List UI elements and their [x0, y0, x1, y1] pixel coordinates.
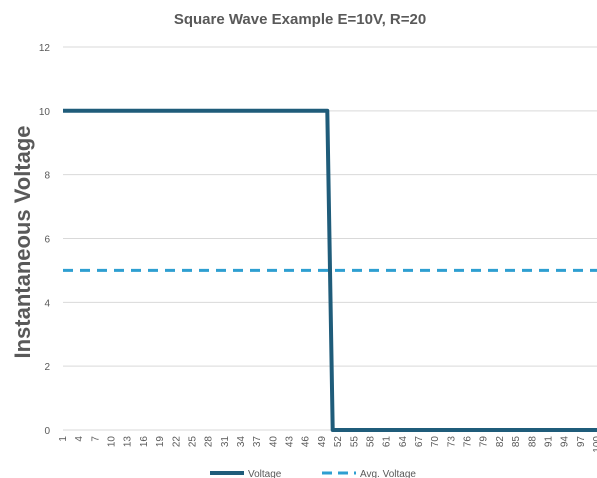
x-tick-label: 40: [268, 436, 279, 448]
x-tick-label: 4: [74, 436, 85, 442]
x-tick-label: 37: [252, 436, 263, 448]
x-tick-label: 79: [479, 436, 490, 448]
x-tick-label: 43: [285, 436, 296, 448]
x-tick-label: 91: [543, 436, 554, 448]
x-tick-label: 13: [123, 436, 134, 448]
y-tick-label: 8: [44, 171, 50, 182]
series-voltage-line: [63, 108, 597, 432]
x-tick-label: 61: [382, 436, 393, 448]
x-tick-label: 100: [592, 436, 597, 453]
y-tick-label: 2: [44, 362, 50, 373]
series-lines: [63, 108, 597, 432]
x-tick-label: 64: [398, 436, 409, 448]
chart-title: Square Wave Example E=10V, R=20: [174, 11, 426, 28]
x-tick-label: 1: [58, 436, 69, 442]
legend: Voltage Avg. Voltage: [210, 469, 416, 478]
y-tick-label: 12: [39, 43, 51, 54]
x-tick-label: 73: [446, 436, 457, 448]
x-tick-label: 97: [576, 436, 587, 448]
x-tick-label: 10: [107, 436, 118, 448]
x-tick-label: 52: [333, 436, 344, 448]
y-axis-label: Instantaneous Voltage: [10, 125, 35, 358]
x-tick-label: 94: [560, 436, 571, 448]
x-tick-label: 58: [365, 436, 376, 448]
x-tick-label: 67: [414, 436, 425, 448]
x-tick-label: 31: [220, 436, 231, 448]
x-tick-label: 19: [155, 436, 166, 448]
x-tick-label: 16: [139, 436, 150, 448]
legend-label-avg-voltage: Avg. Voltage: [360, 469, 416, 478]
x-tick-label: 70: [430, 436, 441, 448]
x-tick-label: 82: [495, 436, 506, 448]
x-tick-label: 7: [90, 436, 101, 442]
x-tick-labels: 1 4 7 10 13 16 19 22 25 28 31 34 37 40 43 46 49 52 55 58 61 6…: [58, 436, 597, 453]
x-tick-label: 25: [187, 436, 198, 448]
x-tick-label: 28: [204, 436, 215, 448]
y-tick-label: 0: [44, 426, 50, 437]
x-tick-label: 46: [301, 436, 312, 448]
x-tick-label: 49: [317, 436, 328, 448]
x-tick-label: 22: [171, 436, 182, 448]
x-tick-label: 88: [527, 436, 538, 448]
y-tick-label: 4: [44, 298, 50, 309]
x-tick-label: 55: [349, 436, 360, 448]
x-tick-label: 34: [236, 436, 247, 448]
y-tick-labels: 0 2 4 6 8 10 12: [39, 43, 51, 437]
x-tick-label: 76: [463, 436, 474, 448]
legend-label-voltage: Voltage: [248, 469, 282, 478]
y-tick-label: 10: [39, 107, 51, 118]
x-tick-label: 85: [511, 436, 522, 448]
y-tick-label: 6: [44, 235, 50, 246]
